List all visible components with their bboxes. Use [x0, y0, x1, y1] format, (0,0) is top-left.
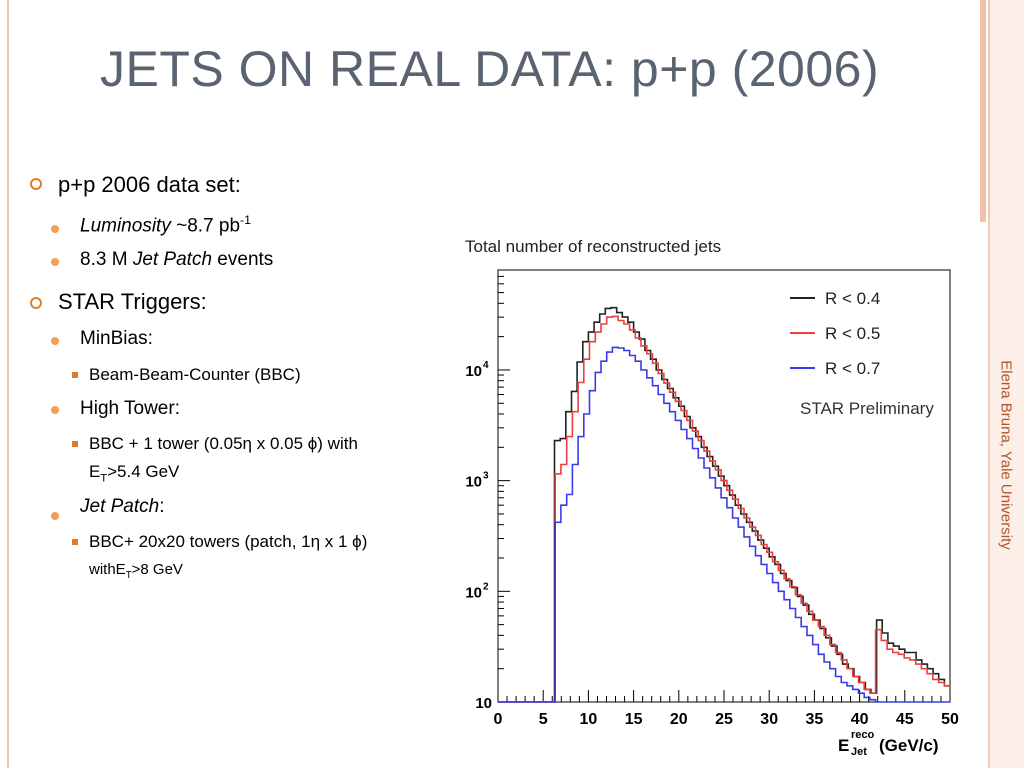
bullet-square-icon	[72, 539, 78, 545]
luminosity-unit-exp: -1	[240, 213, 252, 227]
x-tick-label: 25	[715, 711, 733, 728]
events-count: 8.3 M	[80, 249, 133, 270]
legend-label: R < 0.5	[825, 324, 880, 343]
y-tick-label: 10	[465, 363, 482, 380]
y-tick-exponent: 2	[483, 581, 489, 592]
jp-with-et: withE	[89, 561, 126, 578]
jetpatch-colon: :	[159, 496, 165, 517]
bullet-dataset: p+p 2006 data set:	[58, 172, 241, 197]
y-tick-exponent: 4	[483, 360, 489, 371]
bullet-ring-icon	[30, 297, 42, 309]
luminosity-value: ~8.7 pb	[170, 215, 241, 237]
y-tick-label: 10	[475, 695, 492, 712]
jet-spectrum-chart: Total number of reconstructed jets 0 5 10 15…	[455, 228, 975, 758]
bullet-ht-line2: ET>5.4 GeV	[89, 462, 179, 484]
bullet-events: 8.3 M Jet Patch events	[80, 249, 273, 271]
x-axis-label-sup: reco	[851, 729, 875, 741]
jp-et-subscript: T	[125, 570, 132, 581]
chart-svg: Total number of reconstructed jets 0 5 10 15…	[465, 237, 959, 758]
bullet-luminosity: Luminosity ~8.7 pb-1	[80, 213, 251, 237]
legend-label: R < 0.4	[825, 289, 880, 308]
events-suffix: events	[212, 249, 274, 270]
x-axis-unit: (GeV/c)	[879, 736, 939, 755]
bullet-dot-icon	[51, 512, 59, 520]
x-tick-label: 15	[625, 711, 643, 728]
y-tick-label: 10	[465, 584, 482, 601]
y-tick-exponent: 3	[483, 471, 489, 482]
x-axis-label: E	[838, 736, 849, 755]
bullet-square-icon	[72, 372, 78, 378]
series-line-r-0-7	[498, 346, 950, 703]
luminosity-label: Luminosity	[80, 215, 171, 237]
slide-title: JETS ON REAL DATA: p+p (2006)	[100, 41, 880, 97]
x-axis-label-sub: Jet	[851, 746, 867, 758]
bullet-ht-line1: BBC + 1 tower (0.05η x 0.05 ϕ) with	[89, 434, 358, 453]
bullet-dot-icon	[51, 225, 59, 233]
series-line-r-0-4	[498, 306, 950, 703]
jp-threshold: >8 GeV	[131, 561, 183, 578]
bullet-jp-line1: BBC+ 20x20 towers (patch, 1η x 1 ϕ)	[89, 532, 368, 551]
bullet-triggers: STAR Triggers:	[58, 289, 207, 314]
bullet-minbias: MinBias:	[80, 328, 153, 349]
bullet-jp-line2: withET>8 GeV	[89, 561, 183, 581]
x-tick-label: 30	[760, 711, 778, 728]
x-tick-label: 0	[494, 711, 503, 728]
ht-threshold: >5.4 GeV	[107, 462, 180, 481]
bullet-dot-icon	[51, 258, 59, 266]
x-tick-label: 40	[851, 711, 869, 728]
right-side-band	[988, 0, 1024, 768]
x-tick-label: 20	[670, 711, 688, 728]
x-tick-label: 5	[539, 711, 548, 728]
x-tick-label: 35	[806, 711, 824, 728]
bullet-hightower: High Tower:	[80, 398, 180, 419]
chart-annotation: STAR Preliminary	[800, 399, 934, 418]
bullet-jetpatch: Jet Patch:	[80, 496, 165, 518]
right-accent-bar	[980, 0, 986, 222]
bullet-dot-icon	[51, 337, 59, 345]
x-tick-label: 45	[896, 711, 914, 728]
y-tick-label: 10	[465, 474, 482, 491]
bullet-bbc: Beam-Beam-Counter (BBC)	[89, 365, 301, 384]
bullet-ring-icon	[30, 178, 42, 190]
ht-et-subscript: T	[100, 472, 108, 485]
ht-et-symbol: E	[89, 462, 101, 481]
left-border-rule	[7, 0, 9, 768]
jetpatch-label: Jet Patch	[80, 496, 160, 517]
bullet-dot-icon	[51, 406, 59, 414]
bullet-square-icon	[72, 441, 78, 447]
legend-label: R < 0.7	[825, 359, 880, 378]
author-label: Elena Bruna, Yale University	[997, 360, 1015, 550]
chart-title: Total number of reconstructed jets	[465, 237, 721, 256]
series-line-r-0-5	[498, 315, 950, 703]
events-type: Jet Patch	[132, 249, 213, 270]
x-tick-label: 10	[580, 711, 598, 728]
x-tick-label: 50	[941, 711, 959, 728]
